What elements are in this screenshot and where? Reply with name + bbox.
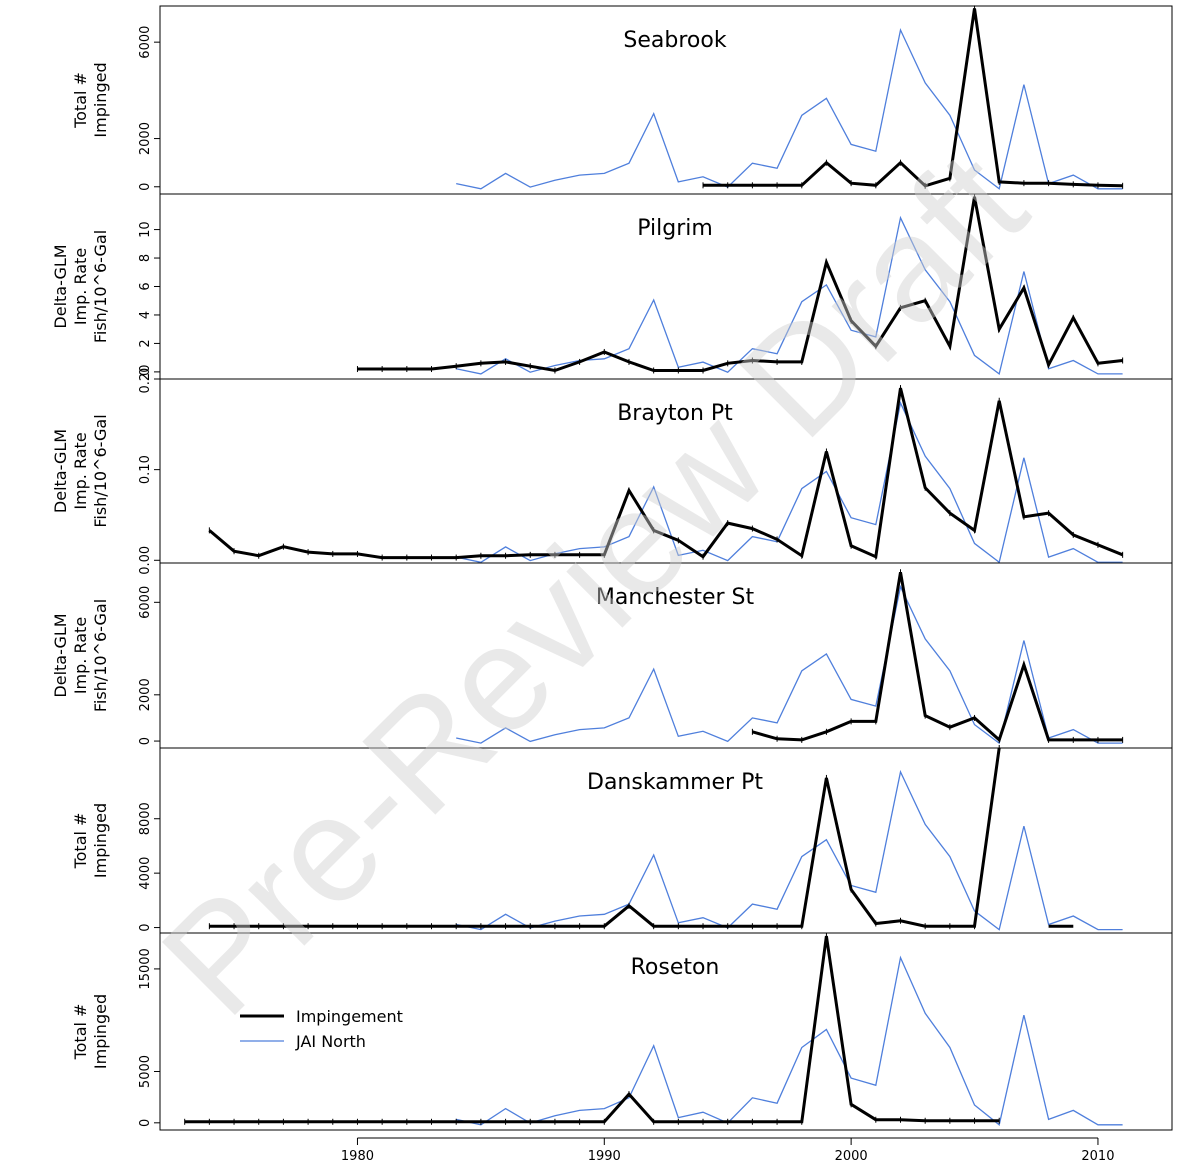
panel-title: Pilgrim — [637, 216, 713, 241]
y-tick-label: 0.10 — [138, 455, 153, 484]
legend-impingement-label: Impingement — [296, 1007, 403, 1026]
y-axis-label: Delta-GLM — [51, 244, 70, 328]
x-tick-label: 1980 — [341, 1149, 374, 1163]
y-axis-label: Imp. Rate — [71, 617, 90, 694]
panel-title: Roseton — [631, 955, 720, 980]
y-axis-label: Total # — [71, 1004, 90, 1061]
y-axis-label: Delta-GLM — [51, 613, 70, 697]
jai-north-series-line — [456, 27, 1123, 190]
impingement-series-line — [184, 935, 1000, 1124]
y-tick-label: 0.20 — [138, 365, 153, 394]
x-tick-label: 2000 — [835, 1149, 868, 1163]
panel-roseton: 0 5000 15000 Total # Impinged Roseton — [71, 932, 1173, 1131]
jai-north-series-line — [456, 955, 1123, 1126]
y-axis-label: Imp. Rate — [71, 432, 90, 509]
y-tick-label: 4 — [138, 311, 153, 319]
panel-brayton-pt: 0.00 0.10 0.20 Delta-GLM Imp. Rate Fish/10^6-… — [51, 365, 1173, 575]
y-axis-label: Impinged — [91, 803, 110, 878]
y-tick-label: 6 — [138, 282, 153, 290]
panel-pilgrim: 0 2 4 6 8 10 Delta-GLM Imp. Rate Fish/10^6-Gal Pi… — [51, 193, 1173, 380]
y-tick-label: 6000 — [138, 586, 153, 619]
y-tick-label: 0.00 — [138, 546, 153, 575]
y-tick-label: 0 — [138, 737, 153, 745]
y-tick-label: 15000 — [138, 948, 153, 989]
y-tick-label: 0 — [138, 368, 153, 376]
y-tick-label: 6000 — [138, 26, 153, 59]
impingement-series-line — [703, 8, 1123, 188]
jai-north-series-line — [456, 400, 1123, 564]
x-tick-label: 1990 — [588, 1149, 621, 1163]
legend: Impingement JAI North — [240, 1007, 403, 1051]
y-axis-label: Delta-GLM — [51, 429, 70, 513]
y-tick-label: 8 — [138, 254, 153, 262]
y-tick-label: 2000 — [138, 122, 153, 155]
y-axis-label: Fish/10^6-Gal — [91, 599, 110, 712]
y-tick-label: 2000 — [138, 678, 153, 711]
y-axis-label: Impinged — [91, 994, 110, 1069]
x-tick-label: 2010 — [1081, 1149, 1114, 1163]
panel-seabrook: 0 2000 6000 Total # Impinged Seabrook — [71, 5, 1173, 195]
panel-title: Danskammer Pt — [587, 770, 763, 795]
y-axis-label: Total # — [71, 813, 90, 870]
y-axis-label: Fish/10^6-Gal — [91, 414, 110, 527]
jai-north-series-line — [456, 769, 1123, 931]
y-axis-label: Fish/10^6-Gal — [91, 230, 110, 343]
y-tick-label: 8000 — [138, 802, 153, 835]
panel-frame — [159, 932, 1173, 1131]
impingement-series-line — [208, 387, 1124, 560]
y-axis-label: Impinged — [91, 62, 110, 137]
y-tick-label: 4000 — [138, 857, 153, 890]
legend-jai-north-label: JAI North — [295, 1032, 366, 1051]
watermark: Pre-Review Draft — [130, 120, 1056, 1046]
panel-title: Manchester St — [596, 585, 755, 610]
panel-title: Seabrook — [623, 28, 726, 53]
y-tick-label: 2 — [138, 339, 153, 347]
x-axis: 1980 1990 2000 2010 — [341, 1137, 1114, 1163]
impingement-series-line — [751, 572, 1123, 743]
y-axis-label: Imp. Rate — [71, 248, 90, 325]
y-tick-label: 5000 — [138, 1055, 153, 1088]
impingement-series-line — [357, 196, 1123, 373]
y-tick-label: 10 — [138, 221, 153, 238]
panel-title: Brayton Pt — [617, 401, 733, 426]
jai-north-series-line — [456, 215, 1123, 376]
panel-danskammer-pt: 0 4000 8000 Total # Impinged Danskammer Pt — [71, 745, 1173, 934]
jai-north-series-line — [456, 584, 1123, 745]
panel-manchester-st: 0 2000 6000 Delta-GLM Imp. Rate Fish/10^6-Gal… — [51, 562, 1173, 749]
y-tick-label: 0 — [138, 923, 153, 931]
y-tick-label: 0 — [138, 183, 153, 191]
y-tick-label: 0 — [138, 1119, 153, 1127]
y-axis-label: Total # — [71, 72, 90, 129]
